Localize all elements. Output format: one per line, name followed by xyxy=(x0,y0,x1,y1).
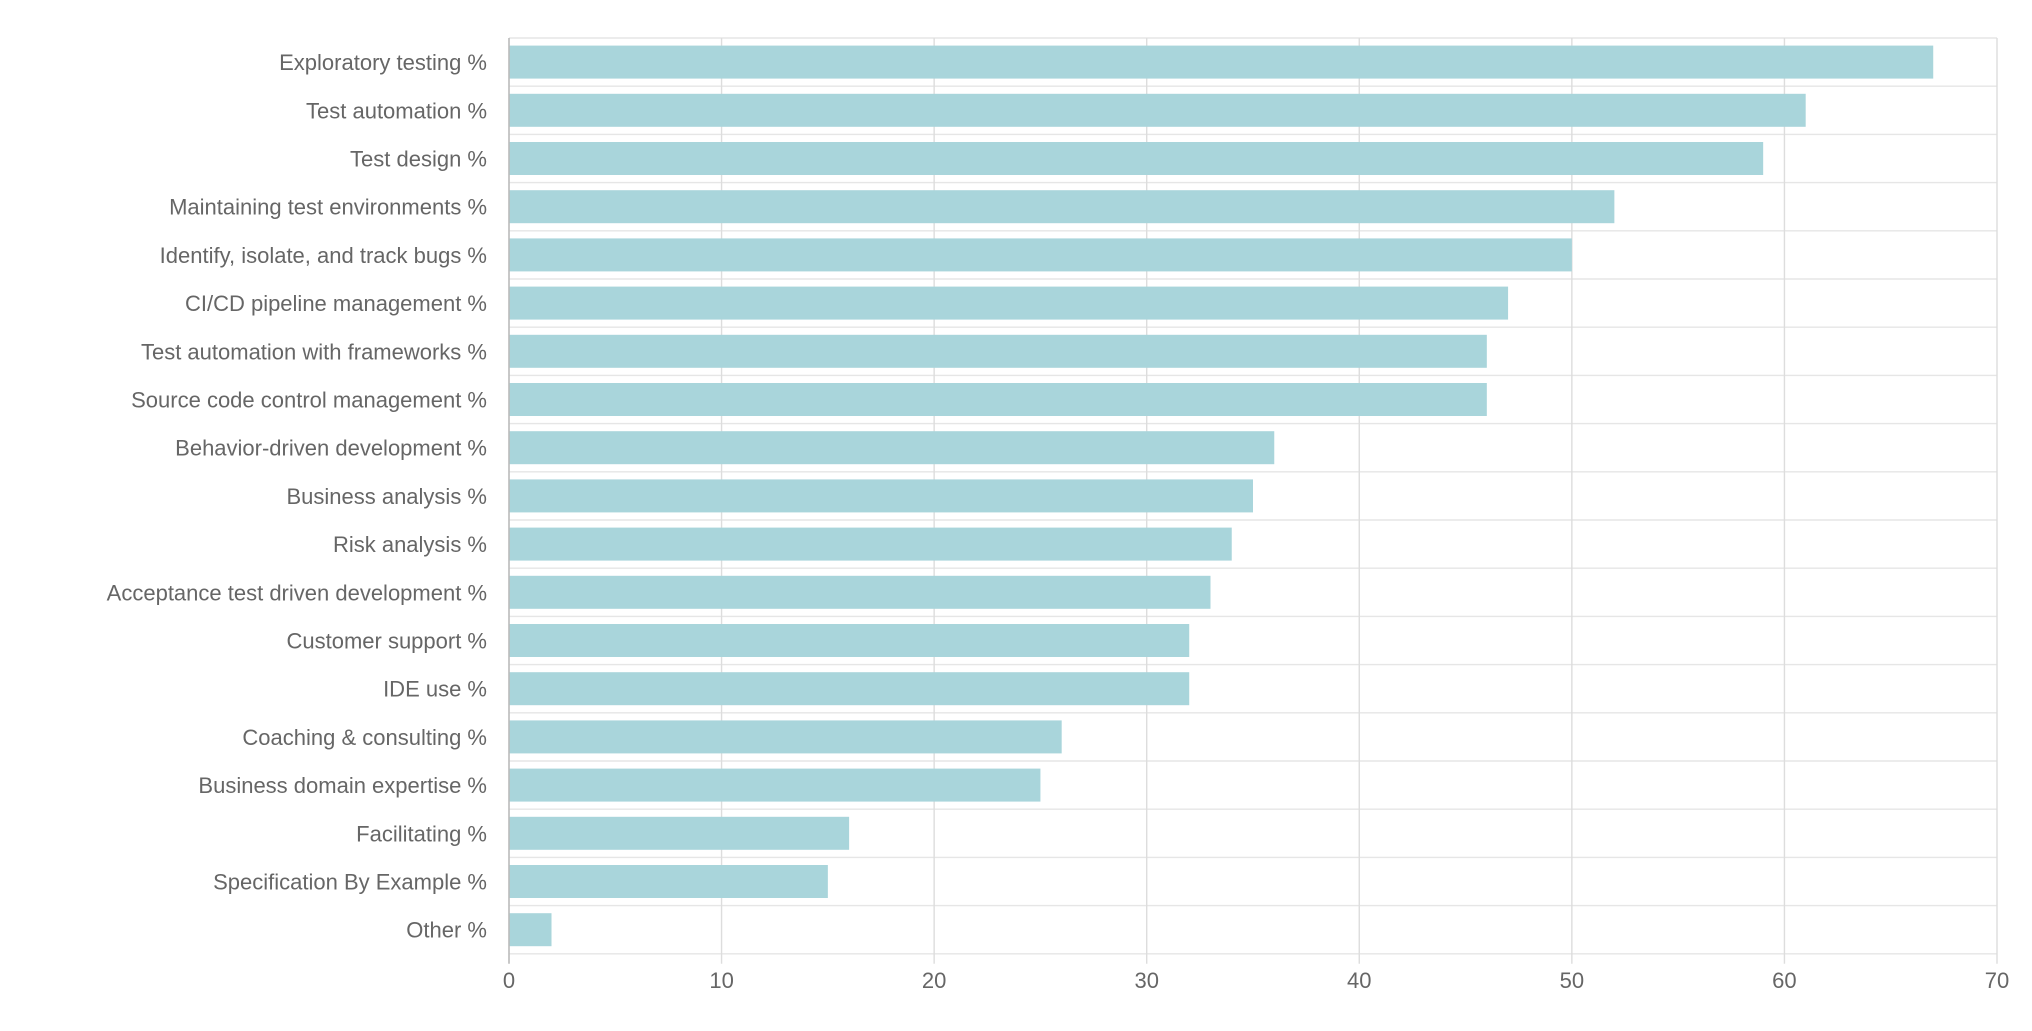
category-label: Identify, isolate, and track bugs % xyxy=(160,243,487,268)
bar[interactable] xyxy=(509,575,1211,609)
bar[interactable] xyxy=(509,913,552,947)
bar[interactable] xyxy=(509,383,1487,416)
category-label: IDE use % xyxy=(383,677,487,702)
label-layer: 0 10 20 30 40 50 60 70 Exploratory testing % Test… xyxy=(107,50,2010,993)
bar[interactable] xyxy=(509,768,1041,802)
x-tick-label: 20 xyxy=(922,968,946,993)
x-tick-label: 40 xyxy=(1347,968,1371,993)
category-label: Behavior-driven development % xyxy=(175,436,487,461)
category-label: Exploratory testing % xyxy=(279,50,487,75)
category-label: Customer support % xyxy=(286,629,487,654)
x-tick-label: 10 xyxy=(709,968,733,993)
x-tick-label: 30 xyxy=(1134,968,1158,993)
bar[interactable] xyxy=(509,720,1062,754)
category-label: Risk analysis % xyxy=(333,532,487,557)
category-label: Source code control management % xyxy=(131,388,487,413)
bar[interactable] xyxy=(509,45,1934,79)
category-label: Facilitating % xyxy=(356,821,487,846)
bar[interactable] xyxy=(509,479,1253,513)
bar[interactable] xyxy=(509,431,1275,465)
x-tick-label: 0 xyxy=(503,968,515,993)
bar[interactable] xyxy=(509,142,1764,175)
category-label: Coaching & consulting % xyxy=(242,725,487,750)
grid-layer xyxy=(509,37,1998,964)
x-tick-label: 50 xyxy=(1560,968,1584,993)
category-label: Test automation with frameworks % xyxy=(141,339,487,364)
bar[interactable] xyxy=(509,672,1190,706)
category-label: Test design % xyxy=(350,147,487,172)
category-label: CI/CD pipeline management % xyxy=(185,291,487,316)
bar[interactable] xyxy=(509,334,1487,368)
bar[interactable] xyxy=(509,527,1232,561)
category-label: Acceptance test driven development % xyxy=(107,580,487,605)
category-label: Business domain expertise % xyxy=(198,773,487,798)
bar[interactable] xyxy=(509,190,1615,224)
category-label: Maintaining test environments % xyxy=(169,195,487,220)
bar[interactable] xyxy=(509,238,1572,272)
category-label: Business analysis % xyxy=(286,484,487,509)
category-label: Specification By Example % xyxy=(213,870,487,895)
bar-layer xyxy=(509,45,1934,947)
bar[interactable] xyxy=(509,624,1190,657)
x-tick-label: 60 xyxy=(1772,968,1796,993)
bar[interactable] xyxy=(509,865,828,898)
bar[interactable] xyxy=(509,816,850,850)
x-tick-label: 70 xyxy=(1985,968,2009,993)
category-label: Other % xyxy=(406,918,487,943)
bar[interactable] xyxy=(509,286,1509,320)
category-label: Test automation % xyxy=(306,98,487,123)
bar[interactable] xyxy=(509,93,1806,127)
